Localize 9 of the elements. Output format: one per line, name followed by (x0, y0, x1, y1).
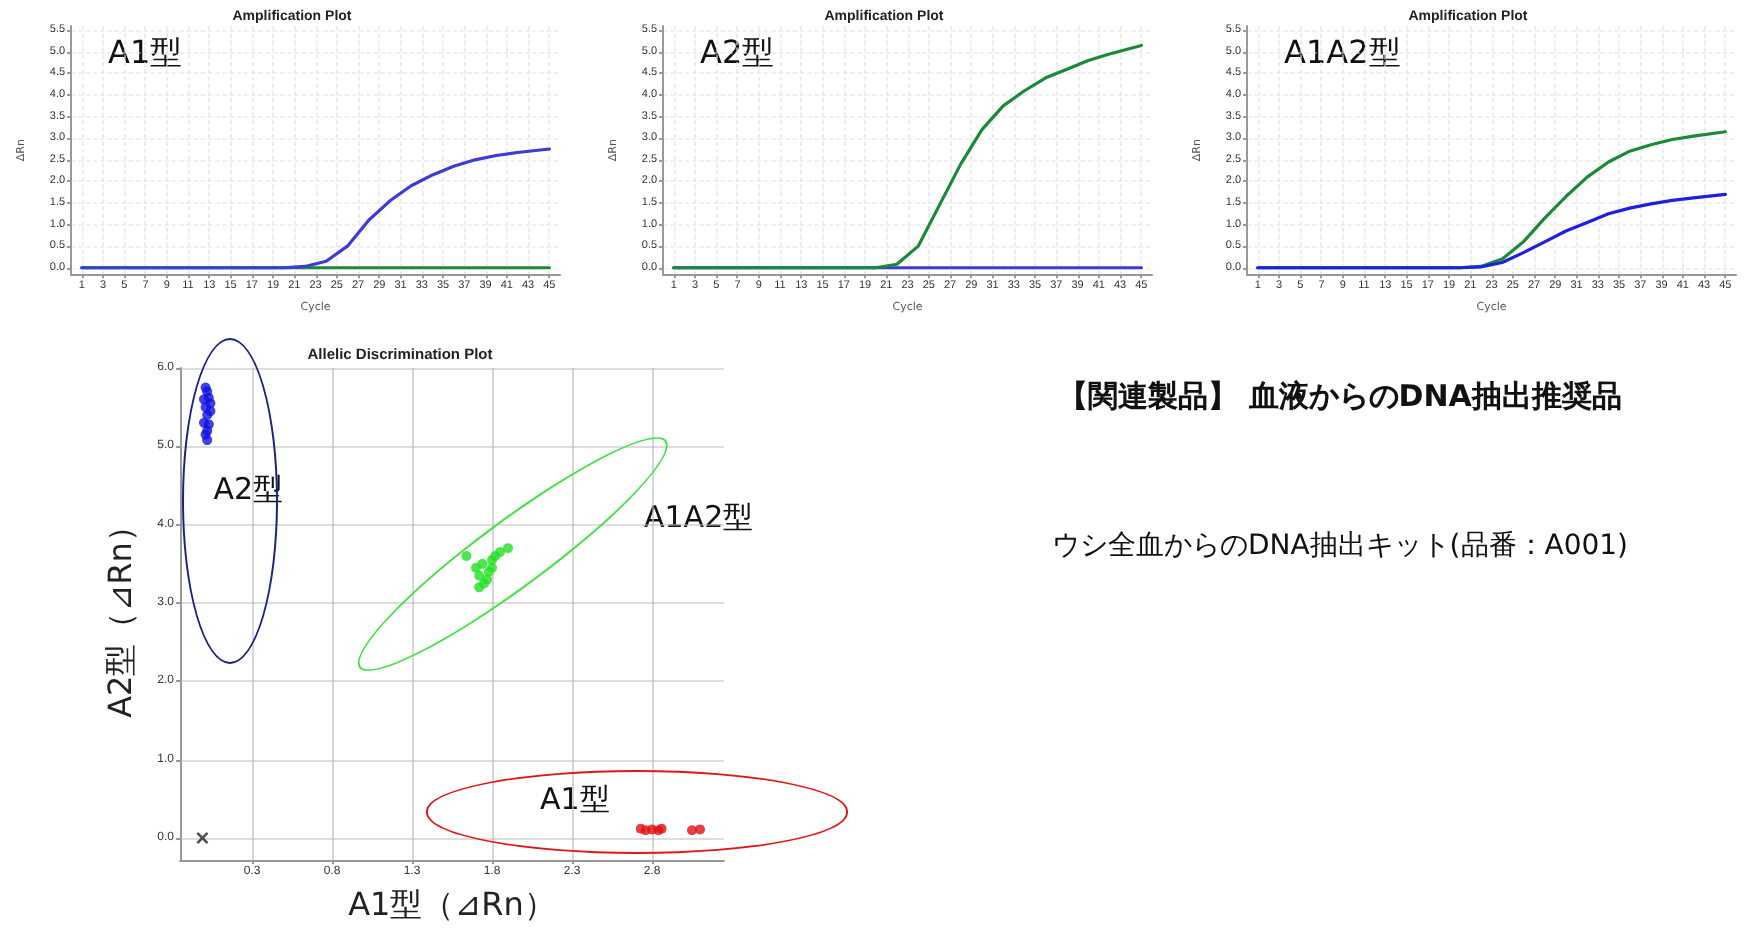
annotation: A2型 (700, 33, 775, 71)
text: 【関連製品】 血液からのDNA抽出推奨品 (1056, 378, 1624, 416)
text: ウシ全血からのDNA抽出キット(品番：A001) (1049, 528, 1631, 564)
annotation: A1A2型 (644, 498, 754, 535)
x-axis-title: A1型（⊿Rn） (348, 885, 556, 923)
annotation: A1型 (108, 33, 183, 71)
annotation: A1型 (540, 780, 610, 817)
y-axis-title: A2型（⊿Rn） (100, 510, 139, 718)
annotation: A1A2型 (1284, 33, 1401, 71)
